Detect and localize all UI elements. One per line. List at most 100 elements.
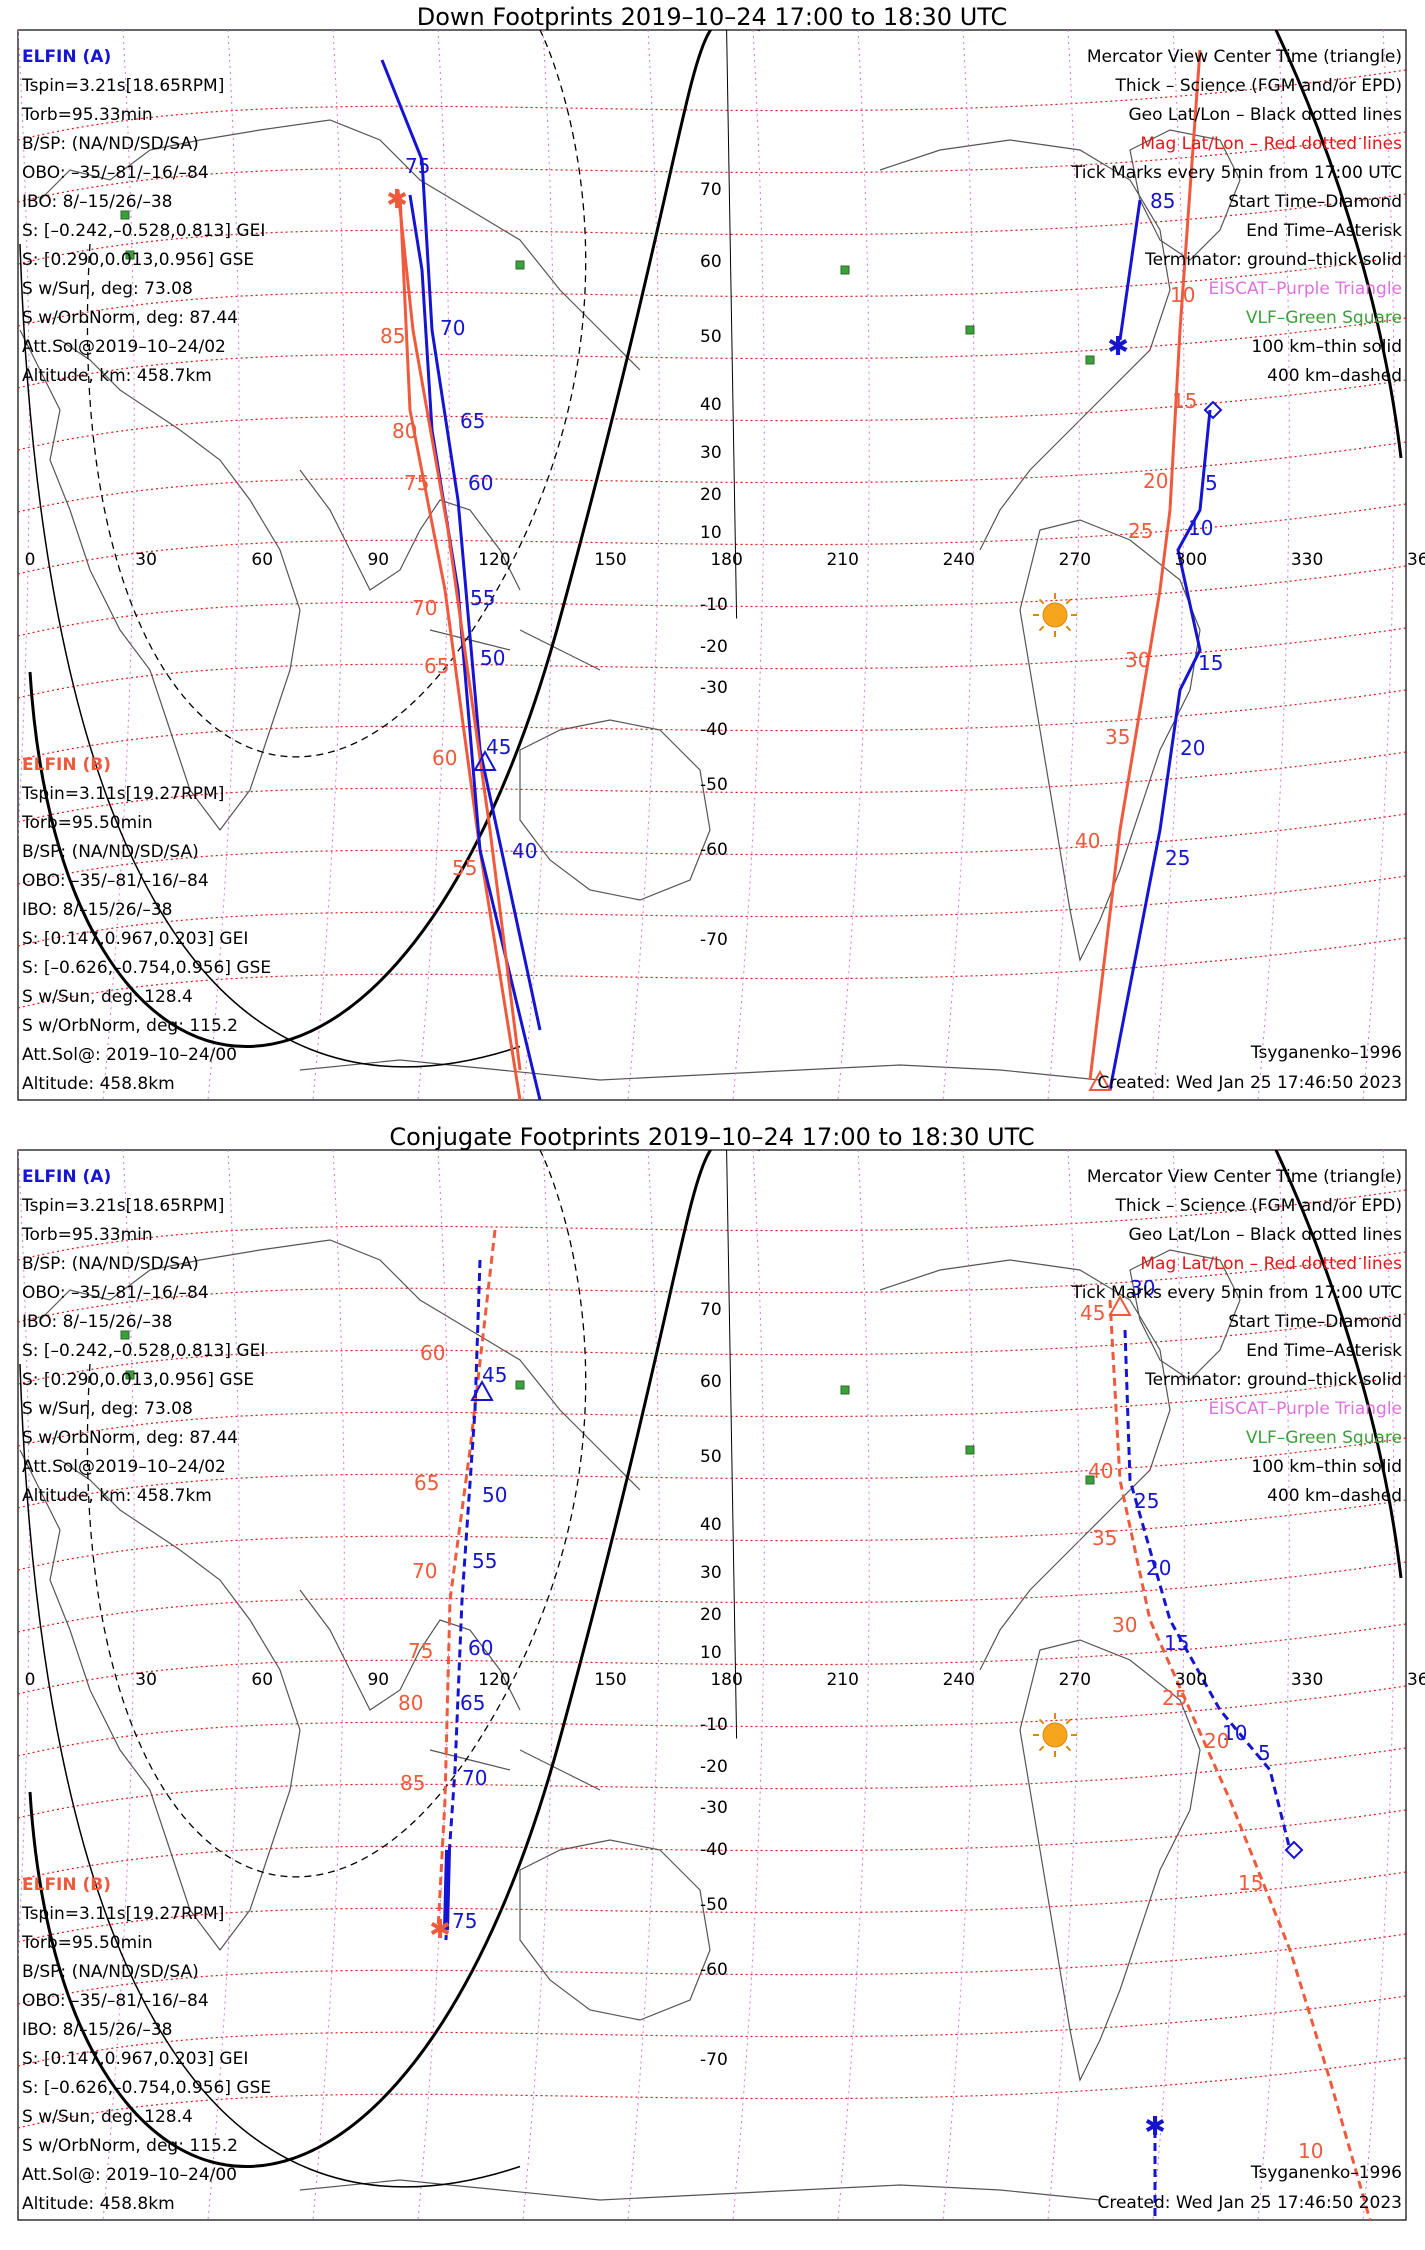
elfin-a-track-west xyxy=(408,194,542,1100)
tick-label-b: 80 xyxy=(392,419,417,443)
longitude-label: 180 xyxy=(710,1670,742,1690)
longitude-label: 0 xyxy=(25,550,36,570)
coastline xyxy=(1019,519,1201,962)
longitude-label: 330 xyxy=(1291,550,1323,570)
elfin-b-info-line: Altitude: 458.8km xyxy=(22,2194,175,2214)
legend-line: Mag Lat/Lon – Red dotted lines xyxy=(1140,134,1402,154)
tick-label-b-east: 25 xyxy=(1162,1686,1187,1710)
terminator-ground-east xyxy=(1274,30,1403,459)
coastline xyxy=(1129,1249,1241,1381)
longitude-label: 90 xyxy=(367,550,389,570)
tick-label-a: 60 xyxy=(468,1636,493,1660)
longitude-label: 360 xyxy=(1407,550,1425,570)
legend-line: Mercator View Center Time (triangle) xyxy=(1087,47,1402,67)
sun-ray xyxy=(1038,1718,1045,1725)
panel-title: Down Footprints 2019–10–24 17:00 to 18:3… xyxy=(417,3,1008,31)
tick-label-b: 85 xyxy=(400,1771,425,1795)
elfin-b-info-line: IBO: 8/–15/26/–38 xyxy=(22,2020,173,2040)
legend-line: Mag Lat/Lon – Red dotted lines xyxy=(1140,1254,1402,1274)
longitude-label: 150 xyxy=(594,1670,626,1690)
latitude-label: -50 xyxy=(700,1895,728,1915)
tick-label-b-east: 35 xyxy=(1092,1526,1117,1550)
legend-line: Start Time–Diamond xyxy=(1228,192,1402,212)
elfin-a-info-line: S: [–0.242,–0.528,0.813] GEI xyxy=(22,1341,265,1361)
longitude-label: 240 xyxy=(943,1670,975,1690)
tick-label-a: 70 xyxy=(462,1766,487,1790)
mag-meridian-line xyxy=(207,30,240,1100)
longitude-label: 210 xyxy=(826,550,858,570)
longitude-label: 300 xyxy=(1175,1670,1207,1690)
created-label: Created: Wed Jan 25 17:46:50 2023 xyxy=(1097,1073,1402,1093)
tick-label-a: 55 xyxy=(472,1549,497,1573)
elfin-b-info-line: Att.Sol@: 2019–10–24/00 xyxy=(22,2165,237,2185)
terminator-ground xyxy=(28,1150,760,2168)
elfin-a-info-line: Att.Sol@2019–10–24/02 xyxy=(22,1457,226,1477)
map-area xyxy=(18,1150,1406,2220)
tick-label-a: 45 xyxy=(482,1363,507,1387)
latitude-label: 50 xyxy=(700,327,722,347)
latitude-label: -20 xyxy=(700,1757,728,1777)
tick-label-b: 60 xyxy=(420,1341,445,1365)
elfin-a-info-line: S w/Sun, deg: 73.08 xyxy=(22,1399,193,1419)
elfin-b-info-line: Tspin=3.11s[19.27RPM] xyxy=(21,1904,224,1924)
elfin-a-info-line: S: [–0.242,–0.528,0.813] GEI xyxy=(22,221,265,241)
legend-line: Terminator: ground–thick solid xyxy=(1144,1370,1402,1390)
mag-meridian-line xyxy=(312,1150,345,2220)
latitude-label: 10 xyxy=(700,1643,722,1663)
tick-label-b: 85 xyxy=(380,324,405,348)
mag-meridian-line xyxy=(102,1150,135,2220)
end-asterisk-b: ✱ xyxy=(386,185,408,215)
latitude-label: -30 xyxy=(700,1798,728,1818)
end-asterisk-a: ✱ xyxy=(1144,2112,1166,2142)
legend-line: 400 km–dashed xyxy=(1267,1486,1402,1506)
coastline xyxy=(299,1059,1101,1081)
elfin-b-info-line: Torb=95.50min xyxy=(21,813,153,833)
coastline xyxy=(429,1749,601,1791)
mag-meridian-line xyxy=(312,30,345,1100)
mag-meridian-line xyxy=(837,1150,870,2220)
coastline xyxy=(299,2179,1101,2201)
tick-label-b-east: 15 xyxy=(1172,389,1197,413)
tick-label-b-east: 10 xyxy=(1298,2139,1323,2163)
mag-meridian-line xyxy=(1152,30,1185,1100)
tick-label-a-east: 20 xyxy=(1146,1556,1171,1580)
legend-line: EISCAT–Purple Triangle xyxy=(1209,1399,1402,1419)
elfin-a-info-line: S: [0.290,0.013,0.956] GSE xyxy=(22,250,254,270)
latitude-label: -10 xyxy=(700,1715,728,1735)
legend-line: Start Time–Diamond xyxy=(1228,1312,1402,1332)
end-asterisk-b: ✱ xyxy=(429,1915,451,1945)
tick-label-b-east: 30 xyxy=(1112,1613,1137,1637)
longitude-label: 120 xyxy=(478,550,510,570)
elfin-b-info-line: S w/OrbNorm, deg: 115.2 xyxy=(22,1016,238,1036)
tick-label-b: 75 xyxy=(404,471,429,495)
tick-label-a: 40 xyxy=(512,839,537,863)
coastline xyxy=(879,1259,1171,1671)
legend-line: VLF–Green Square xyxy=(1246,1428,1402,1448)
mag-meridian-line xyxy=(942,1150,975,2220)
sun-ray xyxy=(1038,625,1045,632)
mag-meridian-line xyxy=(417,30,450,1100)
tick-label-b-east: 40 xyxy=(1075,829,1100,853)
elfin-a-info-line: B/SP: (NA/ND/SD/SA) xyxy=(22,134,199,154)
tick-label-b: 60 xyxy=(432,746,457,770)
tick-label-b-east: 20 xyxy=(1143,469,1168,493)
elfin-a-info-line: Tspin=3.21s[18.65RPM] xyxy=(21,76,224,96)
elfin-a-info-line: Att.Sol@2019–10–24/02 xyxy=(22,337,226,357)
sun-ray xyxy=(1065,1745,1072,1752)
elfin-b-name: ELFIN (B) xyxy=(22,755,111,775)
latitude-label: -30 xyxy=(700,678,728,698)
mag-meridian-line xyxy=(1152,1150,1185,2220)
tick-label-a: 50 xyxy=(482,1483,507,1507)
elfin-b-info-line: Att.Sol@: 2019–10–24/00 xyxy=(22,1045,237,1065)
coastline xyxy=(19,329,301,831)
coastline xyxy=(39,119,641,371)
longitude-label: 300 xyxy=(1175,550,1207,570)
coastline xyxy=(19,1449,301,1951)
legend-line: Terminator: ground–thick solid xyxy=(1144,250,1402,270)
model-label: Tsyganenko–1996 xyxy=(1250,1043,1402,1063)
latitude-label: -40 xyxy=(700,1840,728,1860)
elfin-a-info-line: S w/OrbNorm, deg: 87.44 xyxy=(22,308,238,328)
elfin-a-info-line: IBO: 8/–15/26/–38 xyxy=(22,1312,173,1332)
tick-label-a: 75 xyxy=(452,1909,477,1933)
